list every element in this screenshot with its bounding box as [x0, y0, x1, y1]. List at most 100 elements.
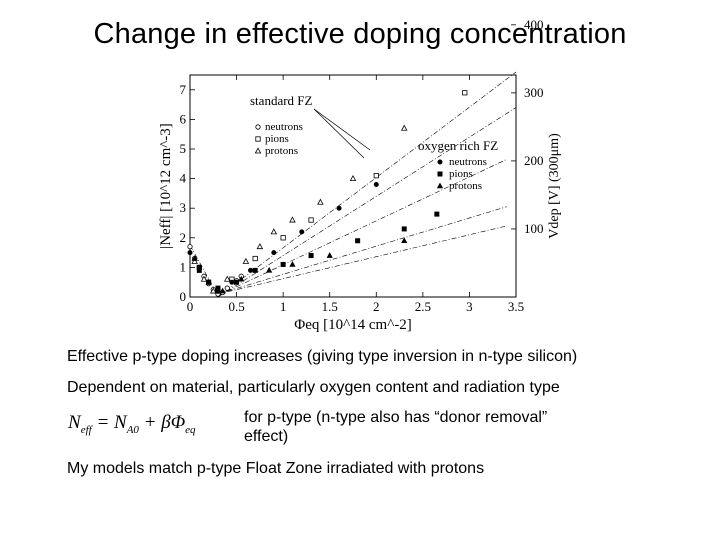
oxy-neutrons-point — [229, 279, 235, 285]
oxy-protons-point — [191, 255, 198, 261]
x-tick-label: 3.5 — [508, 299, 524, 314]
oxy-pions-point — [434, 211, 440, 217]
legend-oxy-neutrons-label: neutrons — [449, 156, 487, 168]
bullet-3: for p-type (n-type also has “donor remov… — [244, 409, 548, 445]
y-tick-label: 4 — [180, 171, 187, 186]
annotation-standard-fz: standard FZ — [250, 93, 313, 108]
oxy-neutrons-point — [336, 205, 342, 211]
y-tick-label: 5 — [180, 141, 187, 156]
oxy-pions-point — [355, 238, 361, 244]
y2-tick-label: 200 — [524, 153, 544, 168]
x-tick-label: 3 — [466, 299, 473, 314]
legend-oxy-neutrons-marker — [437, 159, 443, 165]
oxy-protons-point — [289, 261, 296, 267]
formula-equals: = N — [96, 412, 127, 433]
formula-plus: + βΦ — [143, 412, 186, 433]
annotation-leader — [313, 108, 371, 151]
bullet-2: Dependent on material, particularly oxyg… — [67, 379, 560, 396]
std-protons-point — [223, 275, 231, 282]
legend-std-neutrons-label: neutrons — [265, 121, 303, 133]
oxy-neutrons-point — [248, 267, 254, 273]
x-axis-label: Φeq [10^14 cm^-2] — [294, 317, 412, 333]
std-neutrons-point — [187, 244, 193, 250]
std-pions-point — [252, 255, 258, 262]
std-pions-point — [308, 217, 314, 223]
neff-fluence-chart: 0 0.5 1 1.5 2 2.5 3 3.5 0 1 2 3 4 5 6 7 100 200 300 400 Φeq … — [158, 17, 562, 333]
legend-std-neutrons-marker — [255, 124, 261, 130]
y2-tick-label: 300 — [524, 85, 544, 100]
oxy-pions-point — [252, 267, 258, 273]
y-tick-label: 7 — [180, 82, 187, 97]
plot-frame — [189, 74, 517, 298]
std-protons-point — [400, 124, 408, 131]
oxy-pions-point — [215, 285, 221, 291]
std-neutrons-point — [224, 285, 230, 291]
legend-std-protons-marker — [254, 147, 262, 154]
legend-std-pions-label: pions — [265, 133, 289, 145]
fit-line-oxy-protons — [217, 225, 507, 295]
neff-formula: Neff = NA0 + βΦeq — [68, 412, 218, 444]
y-tick-label: 2 — [180, 230, 187, 245]
oxy-pions-point — [401, 226, 407, 232]
annotation-leader — [313, 108, 365, 159]
x-tick-label: 0.5 — [228, 299, 244, 314]
oxy-protons-point — [401, 237, 408, 244]
legend-oxy-protons-marker — [436, 182, 444, 189]
std-protons-point — [289, 216, 296, 223]
std-protons-point — [242, 257, 250, 264]
std-protons-point — [191, 257, 198, 264]
oxy-pions-point — [234, 279, 240, 285]
oxy-protons-point — [266, 266, 273, 273]
x-tick-label: 1.5 — [322, 299, 338, 314]
formula-a-sub: A0 — [126, 423, 139, 436]
oxy-pions-point — [308, 253, 314, 259]
y2-tick-label: 400 — [524, 17, 544, 32]
fit-line-oxy-neutrons — [217, 159, 507, 296]
std-pions-point — [462, 90, 468, 96]
x-tick-label: 2.5 — [415, 299, 431, 314]
std-protons-point — [270, 228, 278, 235]
fit-line-std-pions — [217, 107, 517, 298]
std-pions-point — [373, 173, 379, 179]
x-tick-label: 1 — [280, 299, 287, 314]
oxy-protons-point — [326, 252, 333, 258]
y-tick-label: 3 — [180, 200, 187, 215]
y2-axis-label: Vdep [V] (300μm) — [547, 133, 562, 239]
y-tick-label: 0 — [180, 289, 187, 304]
bullet-4: My models match p-type Float Zone irradi… — [67, 460, 485, 477]
legend-std-protons-label: protons — [265, 145, 298, 157]
oxy-pions-point — [196, 267, 202, 273]
oxy-protons-point — [205, 278, 212, 285]
bullet-1: Effective p-type doping increases (givin… — [67, 348, 578, 365]
formula-phi-sub: eq — [185, 423, 196, 436]
x-tick-label: 2 — [373, 299, 380, 314]
oxy-neutrons-point — [187, 250, 193, 256]
oxy-neutrons-point — [271, 250, 277, 256]
std-protons-point — [210, 287, 217, 294]
fit-line-std-protons — [217, 71, 517, 298]
oxy-protons-point — [238, 275, 245, 282]
oxy-protons-point — [219, 287, 226, 294]
formula-lhs: N — [68, 412, 81, 433]
legend-std-pions-marker — [255, 136, 261, 142]
x-tick-label: 0 — [187, 299, 194, 314]
legend-oxy-pions-label: pions — [449, 168, 473, 180]
oxy-pions-point — [280, 261, 286, 267]
std-protons-point — [349, 174, 357, 182]
oxy-neutrons-point — [373, 182, 379, 188]
annotation-oxygen-fz: oxygen rich FZ — [418, 138, 498, 153]
legend-oxy-protons-label: protons — [449, 180, 482, 192]
y-tick-label: 1 — [180, 259, 187, 274]
y-axis-label: |Neff| [10^12 cm^-3] — [158, 123, 174, 249]
formula-lhs-sub: eff — [80, 423, 92, 436]
oxy-neutrons-point — [299, 229, 305, 235]
std-protons-point — [256, 243, 264, 250]
y2-tick-label: 100 — [524, 221, 544, 236]
y-tick-label: 6 — [180, 111, 187, 126]
legend-oxy-pions-marker — [437, 171, 443, 177]
std-pions-point — [280, 235, 286, 241]
std-protons-point — [317, 198, 324, 205]
slide-title: Change in effective doping concentration — [93, 18, 627, 50]
std-protons-point — [200, 275, 208, 282]
fit-line-oxy-pions — [217, 206, 507, 295]
